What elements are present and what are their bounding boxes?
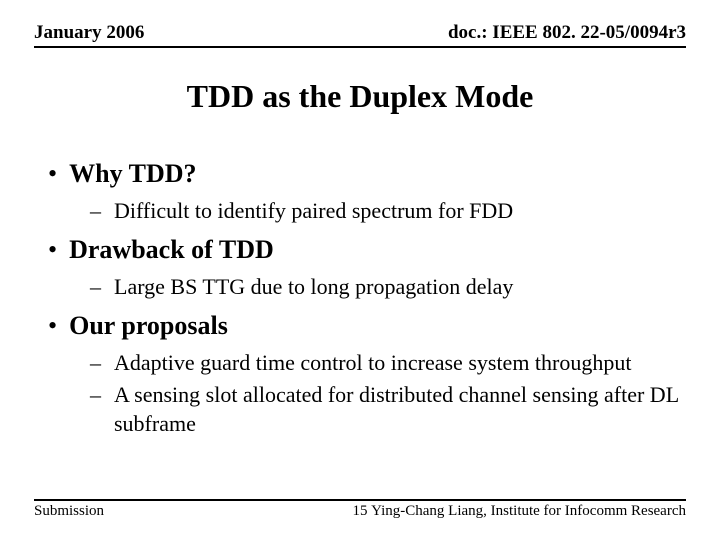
bullet-dot-icon: • xyxy=(48,161,57,187)
bullet-text: Our proposals xyxy=(69,311,228,341)
bullet-dot-icon: • xyxy=(48,313,57,339)
sub-item: – Adaptive guard time control to increas… xyxy=(90,349,686,377)
bullet-item: • Why TDD? – Difficult to identify paire… xyxy=(48,159,686,225)
footer-author: Ying-Chang Liang, Institute for Infocomm… xyxy=(371,503,686,520)
bullet-text: Why TDD? xyxy=(69,159,196,189)
header-date: January 2006 xyxy=(34,22,144,44)
sub-list: – Large BS TTG due to long propagation d… xyxy=(90,273,686,301)
sub-text: A sensing slot allocated for distributed… xyxy=(114,381,686,437)
sub-list: – Difficult to identify paired spectrum … xyxy=(90,197,686,225)
slide-title: TDD as the Duplex Mode xyxy=(34,78,686,115)
footer: Submission 15 Ying-Chang Liang, Institut… xyxy=(34,499,686,520)
dash-icon: – xyxy=(90,274,104,300)
bullet-list: • Why TDD? – Difficult to identify paire… xyxy=(48,159,686,438)
header-docnum: doc.: IEEE 802. 22-05/0094r3 xyxy=(448,22,686,44)
dash-icon: – xyxy=(90,350,104,376)
sub-list: – Adaptive guard time control to increas… xyxy=(90,349,686,437)
sub-item: – Difficult to identify paired spectrum … xyxy=(90,197,686,225)
content: • Why TDD? – Difficult to identify paire… xyxy=(34,159,686,438)
footer-left: Submission xyxy=(34,503,104,520)
bullet-item: • Our proposals – Adaptive guard time co… xyxy=(48,311,686,437)
sub-item: – A sensing slot allocated for distribut… xyxy=(90,381,686,437)
dash-icon: – xyxy=(90,382,104,408)
slide: January 2006 doc.: IEEE 802. 22-05/0094r… xyxy=(0,0,720,540)
sub-item: – Large BS TTG due to long propagation d… xyxy=(90,273,686,301)
sub-text: Large BS TTG due to long propagation del… xyxy=(114,273,513,301)
bullet-text: Drawback of TDD xyxy=(69,235,274,265)
dash-icon: – xyxy=(90,198,104,224)
sub-text: Difficult to identify paired spectrum fo… xyxy=(114,197,513,225)
sub-text: Adaptive guard time control to increase … xyxy=(114,349,631,377)
header: January 2006 doc.: IEEE 802. 22-05/0094r… xyxy=(34,22,686,48)
bullet-dot-icon: • xyxy=(48,237,57,263)
bullet-item: • Drawback of TDD – Large BS TTG due to … xyxy=(48,235,686,301)
